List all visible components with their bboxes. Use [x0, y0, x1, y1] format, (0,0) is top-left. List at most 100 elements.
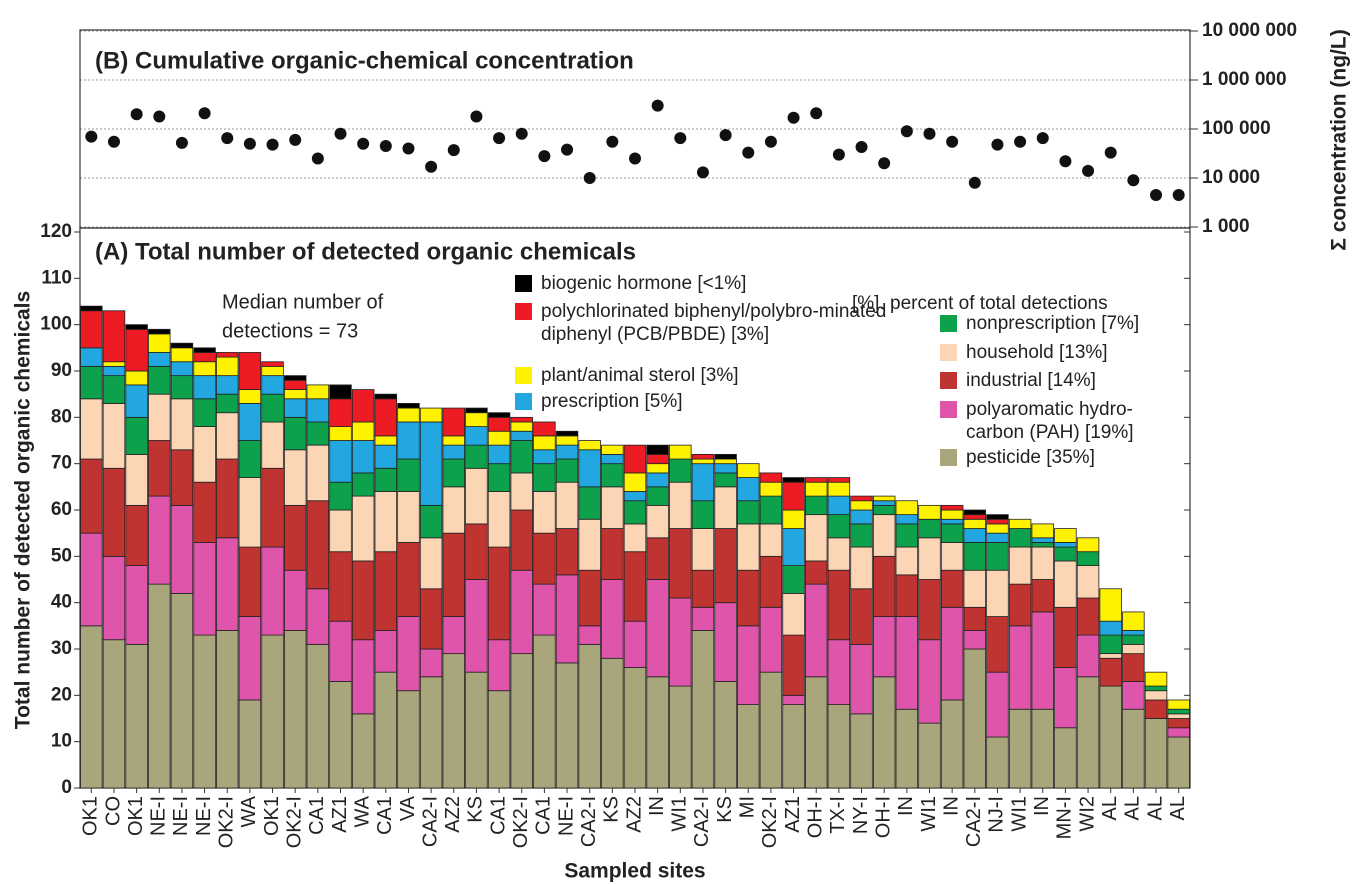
bar-segment	[1008, 708, 1032, 789]
bar-segment	[1144, 690, 1168, 701]
x-axis-label: Sampled sites	[564, 860, 705, 883]
x-tick-label: WI1	[918, 796, 940, 832]
bar-segment	[80, 625, 103, 789]
bar-segment	[125, 324, 148, 330]
bar-segment	[533, 583, 556, 636]
bar-segment	[419, 648, 443, 678]
bar-segment	[1144, 699, 1168, 719]
point	[606, 135, 619, 148]
point	[1059, 155, 1072, 168]
bar-segment	[872, 555, 896, 617]
bar-segment	[170, 449, 194, 506]
x-tick-label: CA2-I	[691, 796, 713, 847]
bar-segment	[419, 537, 443, 590]
point	[198, 107, 211, 120]
bar-segment	[102, 375, 126, 404]
bar-segment	[374, 398, 398, 437]
bar-segment	[872, 500, 896, 506]
bar-segment	[419, 588, 443, 650]
bar-segment	[714, 458, 737, 465]
bar-segment	[510, 472, 533, 511]
bar-segment	[533, 532, 556, 585]
bar-segment	[986, 616, 1009, 673]
bar-segment	[374, 435, 398, 446]
bar-segment	[986, 569, 1009, 617]
bar-segment	[397, 407, 420, 423]
bar-segment	[442, 616, 466, 655]
x-tick-label: AZ1	[329, 796, 351, 833]
bar-segment	[759, 606, 783, 673]
y-tick-label: 70	[51, 453, 72, 474]
bar-segment	[578, 486, 601, 520]
bar-segment	[601, 486, 624, 529]
y-tick-label: 0	[61, 777, 72, 798]
bar-segment	[759, 555, 783, 608]
bar-segment	[216, 412, 239, 460]
bar-segment	[351, 472, 375, 497]
bar-segment	[533, 449, 556, 465]
bar-segment	[827, 495, 851, 516]
legend-swatch	[515, 303, 532, 320]
bar-segment	[669, 528, 692, 599]
point	[515, 127, 528, 140]
bar-segment	[1144, 685, 1168, 692]
bar-segment	[623, 491, 647, 502]
bar-segment	[1144, 718, 1168, 789]
bar-segment	[238, 440, 262, 478]
legend-entry: household [13%]	[940, 341, 1185, 364]
bar-segment	[261, 375, 284, 395]
bar-segment	[555, 458, 579, 483]
bar-segment	[397, 542, 420, 617]
point	[153, 110, 166, 123]
point	[266, 138, 279, 151]
x-tick-label: NE-I	[555, 796, 577, 836]
bar-segment	[533, 634, 556, 789]
bar-segment	[578, 569, 601, 627]
bar-segment	[329, 551, 352, 622]
bar-segment	[669, 597, 692, 687]
bar-segment	[487, 690, 511, 789]
legend-swatch	[940, 449, 957, 466]
bar-segment	[465, 426, 488, 446]
bar-segment	[646, 463, 669, 474]
legend-label: industrial [14%]	[966, 370, 1096, 391]
bar-segment	[1076, 597, 1100, 636]
x-tick-label: MI	[737, 796, 759, 818]
bar-segment	[442, 407, 466, 437]
y-tick-label: 10 000 000	[1202, 20, 1297, 41]
bar-segment	[216, 537, 239, 631]
point	[629, 152, 641, 165]
bar-segment	[1099, 653, 1122, 659]
bar-segment	[963, 528, 987, 543]
bar-segment	[669, 481, 692, 529]
bar-segment	[918, 579, 941, 641]
bar-segment	[737, 625, 760, 705]
legend-swatch	[940, 372, 957, 389]
legend-entry: plant/animal sterol [3%]	[515, 364, 910, 387]
bar-segment	[827, 639, 851, 706]
bar-segment	[578, 449, 601, 488]
y-tick-label: 1 000 000	[1202, 69, 1287, 90]
bar-segment	[1099, 685, 1122, 789]
bar-segment	[646, 537, 669, 580]
bar-segment	[986, 518, 1009, 525]
point	[742, 146, 755, 159]
x-tick-label: KS	[714, 796, 736, 823]
bar-segment	[782, 565, 805, 594]
x-tick-label: OK1	[80, 796, 102, 836]
bar-segment	[1167, 713, 1190, 719]
point	[243, 137, 256, 150]
bar-segment	[963, 509, 987, 516]
point	[583, 172, 596, 184]
bar-segment	[442, 444, 466, 460]
bar-segment	[714, 453, 737, 460]
bar-segment	[578, 440, 601, 451]
bar-segment	[419, 504, 443, 539]
bar-segment	[397, 491, 420, 543]
bar-segment	[374, 551, 398, 631]
bar-segment	[872, 495, 896, 502]
legend-label: pesticide [35%]	[966, 447, 1095, 468]
bar-segment	[329, 481, 352, 511]
bar-segment	[80, 532, 103, 627]
bar-segment	[782, 634, 805, 696]
